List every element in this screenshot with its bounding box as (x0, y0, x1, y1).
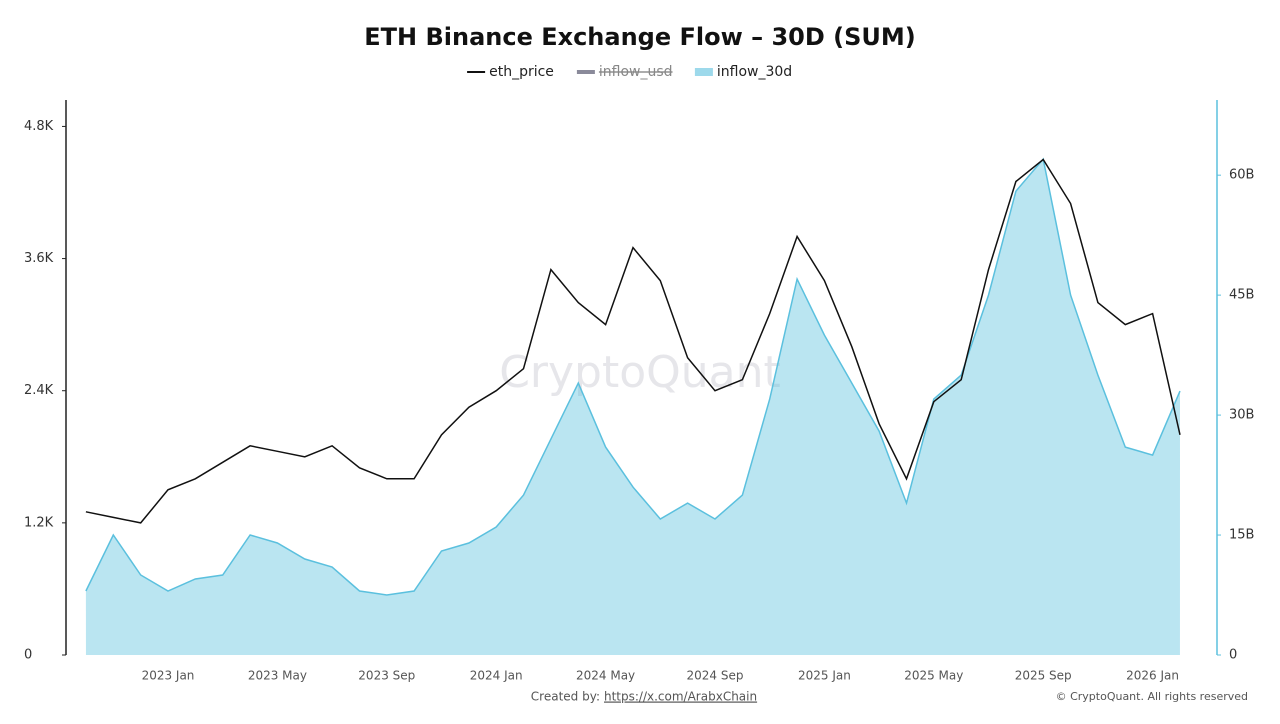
x-tick-label: 2024 Sep (687, 669, 744, 683)
x-tick-label: 2023 May (248, 669, 307, 683)
legend-label: inflow_30d (717, 64, 792, 80)
x-tick-label: 2025 May (904, 669, 963, 683)
y-tick-label: 1.2K (24, 515, 54, 530)
legend-swatch (694, 68, 713, 76)
y2-tick-label: 60B (1229, 168, 1254, 183)
y-tick-label: 4.8K (24, 119, 54, 134)
x-tick-label: 2024 Jan (470, 669, 523, 683)
x-tick-label: 2025 Sep (1015, 669, 1072, 683)
legend-item[interactable]: inflow_30d (694, 64, 792, 80)
chart-title: ETH Binance Exchange Flow – 30D (SUM) (364, 23, 916, 51)
y-tick-label: 3.6K (24, 251, 54, 266)
area (85, 159, 1180, 655)
area-line (85, 157, 1181, 596)
y-tick-label: 2.4K (24, 383, 54, 398)
footer-copyright: © CryptoQuant. All rights reserved (1056, 690, 1248, 703)
y-tick-label: 0 (24, 648, 32, 663)
x-tick-label: 2023 Jan (142, 669, 195, 683)
legend-label: inflow_usd (599, 64, 673, 80)
y2-tick-label: 0 (1229, 648, 1237, 663)
y2-tick-label: 45B (1229, 288, 1254, 303)
watermark: CryptoQuant (499, 347, 781, 398)
x-tick-label: 2023 Sep (358, 669, 415, 683)
x-tick-label: 2025 Jan (798, 669, 851, 683)
legend-item[interactable]: inflow_usd (576, 64, 673, 80)
legend-item[interactable]: eth_price (467, 64, 554, 80)
legend-label: eth_price (489, 64, 554, 80)
y2-tick-label: 30B (1229, 408, 1254, 423)
footer-link[interactable]: https://x.com/ArabxChain (604, 690, 757, 704)
footer-created: Created by: (531, 690, 600, 704)
x-tick-label: 2026 Jan (1126, 669, 1179, 683)
y2-tick-label: 15B (1229, 528, 1254, 543)
x-tick-label: 2024 May (576, 669, 635, 683)
line (85, 158, 1181, 524)
